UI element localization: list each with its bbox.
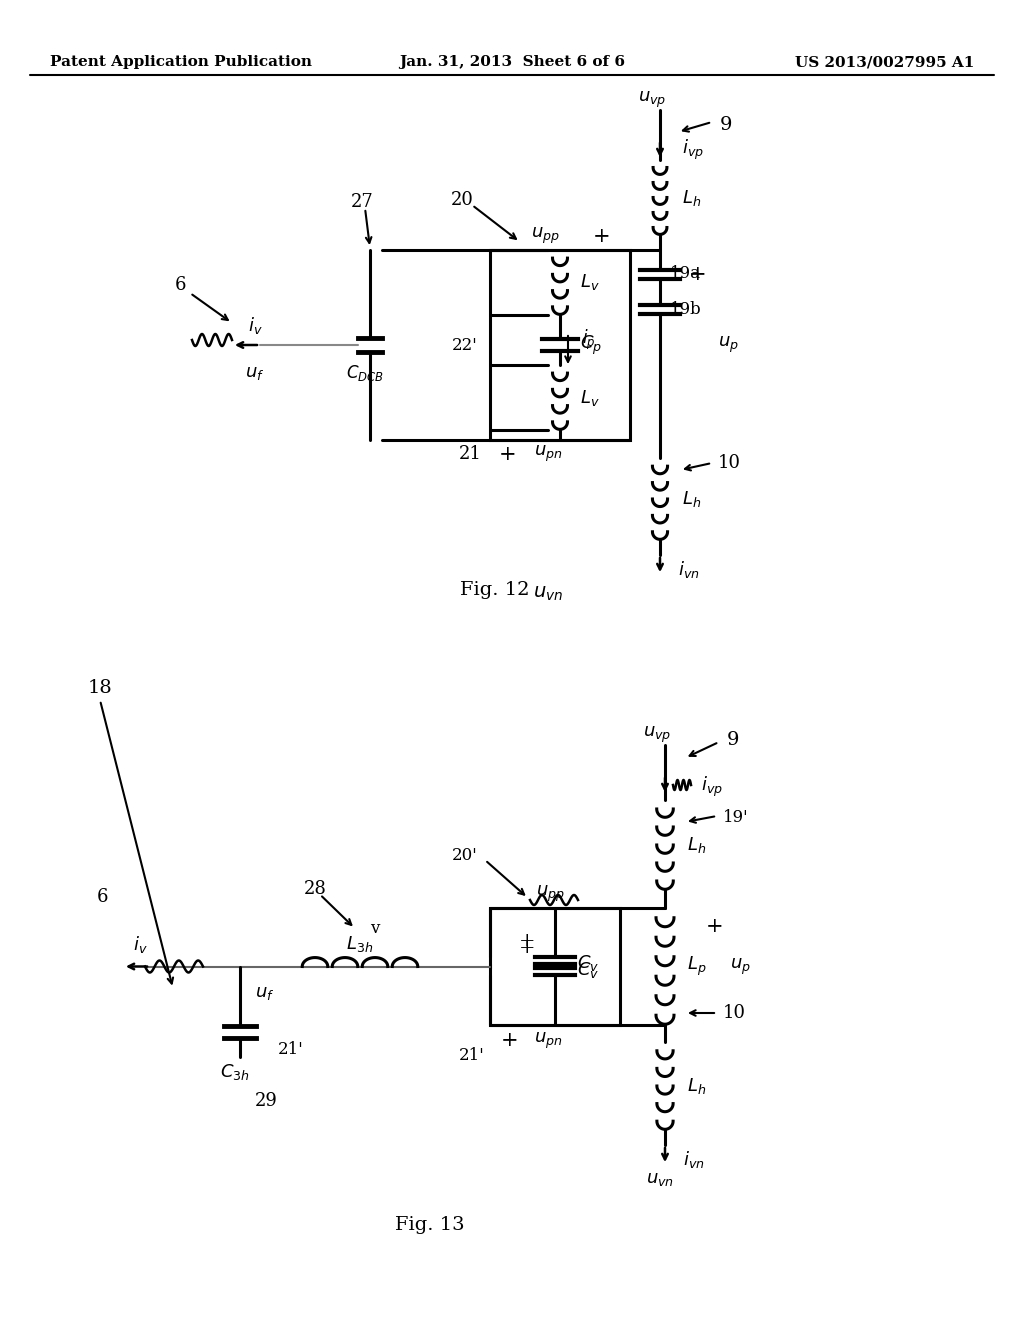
Text: 21: 21 [459,445,481,463]
Text: v: v [371,920,380,937]
Text: $L_h$: $L_h$ [687,836,707,855]
Text: $C_{DCB}$: $C_{DCB}$ [346,363,384,383]
Text: 20: 20 [451,191,473,209]
Text: $i_{vp}$: $i_{vp}$ [701,775,723,799]
Bar [490,249,630,440]
Text: Jan. 31, 2013  Sheet 6 of 6: Jan. 31, 2013 Sheet 6 of 6 [399,55,625,69]
Text: $C_{3h}$: $C_{3h}$ [220,1061,250,1081]
Text: $i_v$: $i_v$ [133,935,147,954]
Text: $L_h$: $L_h$ [682,187,701,207]
Text: 21': 21' [278,1041,304,1059]
Text: $u_f$: $u_f$ [255,983,274,1002]
Text: $u_p$: $u_p$ [718,335,739,355]
Text: $C_v$: $C_v$ [577,953,599,973]
Text: 20': 20' [453,847,478,865]
Text: 19b: 19b [670,301,701,318]
Text: +: + [593,227,610,246]
Text: $u_{pp}$: $u_{pp}$ [530,226,559,246]
Text: $L_{3h}$: $L_{3h}$ [346,935,374,954]
Text: +: + [519,939,536,957]
Text: 10: 10 [718,454,741,473]
Text: $i_{vp}$: $i_{vp}$ [682,137,703,162]
Bar [490,908,620,1026]
Text: $C_p$: $C_p$ [580,334,602,356]
Text: +: + [499,445,517,463]
Text: $u_{vp}$: $u_{vp}$ [638,90,667,110]
Text: $L_h$: $L_h$ [682,488,701,510]
Text: +: + [707,916,724,936]
Text: $u_{pn}$: $u_{pn}$ [534,1031,562,1051]
Text: $u_{vp}$: $u_{vp}$ [643,725,671,744]
Text: $u_p$: $u_p$ [730,957,751,977]
Text: $i_{vn}$: $i_{vn}$ [678,558,699,579]
Text: $L_p$: $L_p$ [687,954,707,978]
Text: 6: 6 [97,887,109,906]
Text: +: + [689,264,707,284]
Text: $L_v$: $L_v$ [580,272,600,293]
Text: 18: 18 [88,678,113,697]
Text: Patent Application Publication: Patent Application Publication [50,55,312,69]
Text: $L_h$: $L_h$ [687,1076,707,1096]
Text: US 2013/0027995 A1: US 2013/0027995 A1 [795,55,974,69]
Text: $u_{vn}$: $u_{vn}$ [534,585,563,603]
Text: 22': 22' [453,337,478,354]
Text: 6: 6 [174,276,185,294]
Text: $u_{pp}$: $u_{pp}$ [536,884,564,904]
Text: 9: 9 [727,731,739,748]
Text: 19a: 19a [670,265,701,282]
Text: $C_v$: $C_v$ [577,960,599,979]
Text: 28: 28 [303,879,327,898]
Text: +: + [519,932,536,950]
Text: 9: 9 [720,116,732,135]
Text: $L_v$: $L_v$ [580,388,600,408]
Text: 21': 21' [459,1047,485,1064]
Text: +: + [501,1031,519,1051]
Text: $u_{vn}$: $u_{vn}$ [646,1170,674,1188]
Text: $i_p$: $i_p$ [582,327,596,352]
Text: 10: 10 [723,1005,746,1022]
Text: $i_{vn}$: $i_{vn}$ [683,1148,705,1170]
Text: 27: 27 [350,193,374,211]
Text: Fig. 12: Fig. 12 [460,581,529,599]
Text: 29: 29 [255,1093,278,1110]
Text: 19': 19' [723,809,749,826]
Text: $u_{pn}$: $u_{pn}$ [534,444,562,465]
Text: $i_v$: $i_v$ [248,314,262,335]
Text: Fig. 13: Fig. 13 [395,1216,465,1234]
Text: $u_f$: $u_f$ [246,364,265,381]
